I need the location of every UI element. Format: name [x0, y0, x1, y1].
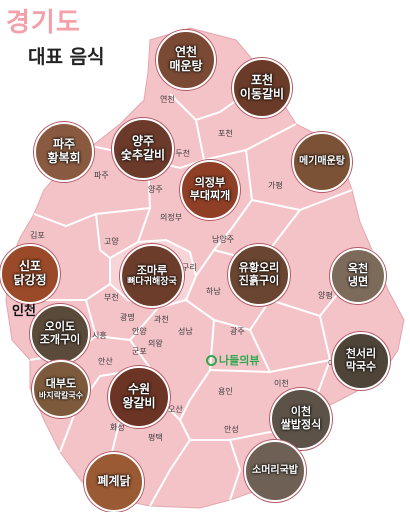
- city-gwangmyeong: 광명: [120, 313, 135, 322]
- food-line2: 소머리국밥: [252, 465, 298, 477]
- food-badge-yuhwang[interactable]: 유황오리 진흙구이: [228, 244, 290, 306]
- food-line1: 의정부: [194, 176, 226, 190]
- food-line1: 조마루: [136, 263, 168, 277]
- food-line2: 왕갈비: [122, 396, 156, 410]
- food-line1: 포천: [250, 73, 274, 88]
- food-line2: 부대찌개: [189, 189, 231, 202]
- city-guri: 구리: [182, 263, 197, 272]
- city-dongducheon: 동두천: [168, 149, 191, 158]
- city-yongin: 용인: [218, 387, 233, 396]
- city-anyang: 안양: [132, 327, 147, 336]
- city-anseong: 안성: [224, 425, 239, 434]
- food-badge-gapyeong[interactable]: 메기매운탕: [292, 132, 352, 192]
- city-ansan: 안산: [98, 357, 113, 366]
- city-yangpyeong: 양평: [318, 291, 333, 300]
- city-gwacheon: 과천: [154, 315, 169, 324]
- city-uijeongbu: 의정부: [160, 213, 183, 222]
- food-badge-pyeonggye[interactable]: 폐계닭: [84, 452, 144, 512]
- food-line2: 바지락칼국수: [38, 390, 84, 400]
- map-title: 경기도: [6, 8, 81, 38]
- food-line2: 진흙구이: [238, 274, 280, 287]
- food-badge-daebudo[interactable]: 대부도 바지락칼국수: [32, 360, 90, 418]
- city-hwaseong: 화성: [110, 423, 125, 432]
- food-badge-sinpo[interactable]: 신포 닭강정: [0, 244, 60, 304]
- city-namyangju: 남양주: [212, 235, 235, 244]
- city-paju: 파주: [94, 171, 109, 180]
- food-badge-oido[interactable]: 오이도 조개구이: [30, 304, 90, 364]
- city-gwangju: 광주: [230, 327, 245, 336]
- site-logo: 나들의뷰: [206, 352, 259, 368]
- food-badge-paju[interactable]: 파주 황복회: [34, 122, 94, 182]
- food-line2: 매운탕: [169, 59, 203, 73]
- city-pyeongtaek: 평택: [148, 433, 163, 442]
- food-badge-pocheon[interactable]: 포천 이동갈비: [232, 58, 292, 118]
- food-line1: 천서리: [345, 347, 377, 361]
- food-line1: 파주: [52, 137, 76, 152]
- incheon-label: 인천: [12, 304, 36, 319]
- food-line1: 오이도: [44, 320, 76, 334]
- food-line1: 유황오리: [238, 261, 280, 275]
- food-line1: 수원: [127, 382, 151, 397]
- food-line1: 양주: [131, 134, 155, 149]
- food-badge-uijeongbu[interactable]: 의정부 부대찌개: [180, 160, 240, 220]
- logo-q-icon: [206, 354, 217, 366]
- food-line2: 막국수: [345, 360, 377, 373]
- food-line1: 신포: [18, 259, 42, 274]
- city-pocheon: 포천: [218, 129, 233, 138]
- food-badge-icheon[interactable]: 이천 쌀밥정식: [270, 388, 332, 450]
- food-line2: 쌀밥정식: [280, 418, 322, 431]
- city-gapyeong: 가평: [268, 181, 283, 190]
- city-yeoncheon: 연천: [160, 95, 175, 104]
- food-line2: 조개구이: [39, 333, 81, 346]
- map-subtitle: 대표 음식: [28, 46, 105, 68]
- city-yangju: 양주: [148, 185, 163, 194]
- food-line1: 옥천: [347, 262, 369, 276]
- city-seongnam: 성남: [178, 327, 193, 336]
- food-badge-cheonseori[interactable]: 천서리 막국수: [332, 332, 390, 390]
- city-bucheon: 부천: [104, 293, 119, 302]
- food-badge-jomaru[interactable]: 조마루 뼈다귀해장국: [120, 244, 184, 308]
- food-line2: 숯추갈비: [120, 148, 166, 162]
- food-badge-yangju[interactable]: 양주 숯추갈비: [112, 118, 174, 180]
- city-osan: 오산: [168, 405, 183, 414]
- food-badge-yeoncheon[interactable]: 연천 매운탕: [156, 30, 216, 90]
- food-line2: 황복회: [47, 151, 81, 165]
- food-line2: 냉면: [347, 275, 369, 288]
- food-line2: 메기매운탕: [299, 156, 345, 168]
- food-badge-sogogi[interactable]: 소머리국밥: [244, 440, 306, 502]
- city-gunpo: 군포: [132, 347, 147, 356]
- city-icheon: 이천: [274, 379, 289, 388]
- city-gimpo: 김포: [30, 231, 45, 240]
- food-line2: 닭강정: [13, 273, 47, 287]
- city-goyang: 고양: [104, 237, 119, 246]
- food-line1: 연천: [174, 45, 198, 60]
- logo-text: 나들의뷰: [219, 354, 260, 367]
- city-siheung: 시흥: [92, 331, 107, 340]
- food-line2: 폐계닭: [97, 474, 131, 489]
- food-line1: 대부도: [45, 377, 77, 391]
- food-badge-suwon[interactable]: 수원 왕갈비: [108, 366, 170, 428]
- food-badge-okcheon[interactable]: 옥천 냉면: [330, 248, 386, 304]
- food-line1: 이천: [290, 405, 312, 419]
- food-line2: 뼈다귀해장국: [127, 277, 177, 288]
- city-hanam: 하남: [206, 287, 221, 296]
- food-line2: 이동갈비: [239, 87, 285, 101]
- city-uiwang: 의왕: [148, 339, 163, 348]
